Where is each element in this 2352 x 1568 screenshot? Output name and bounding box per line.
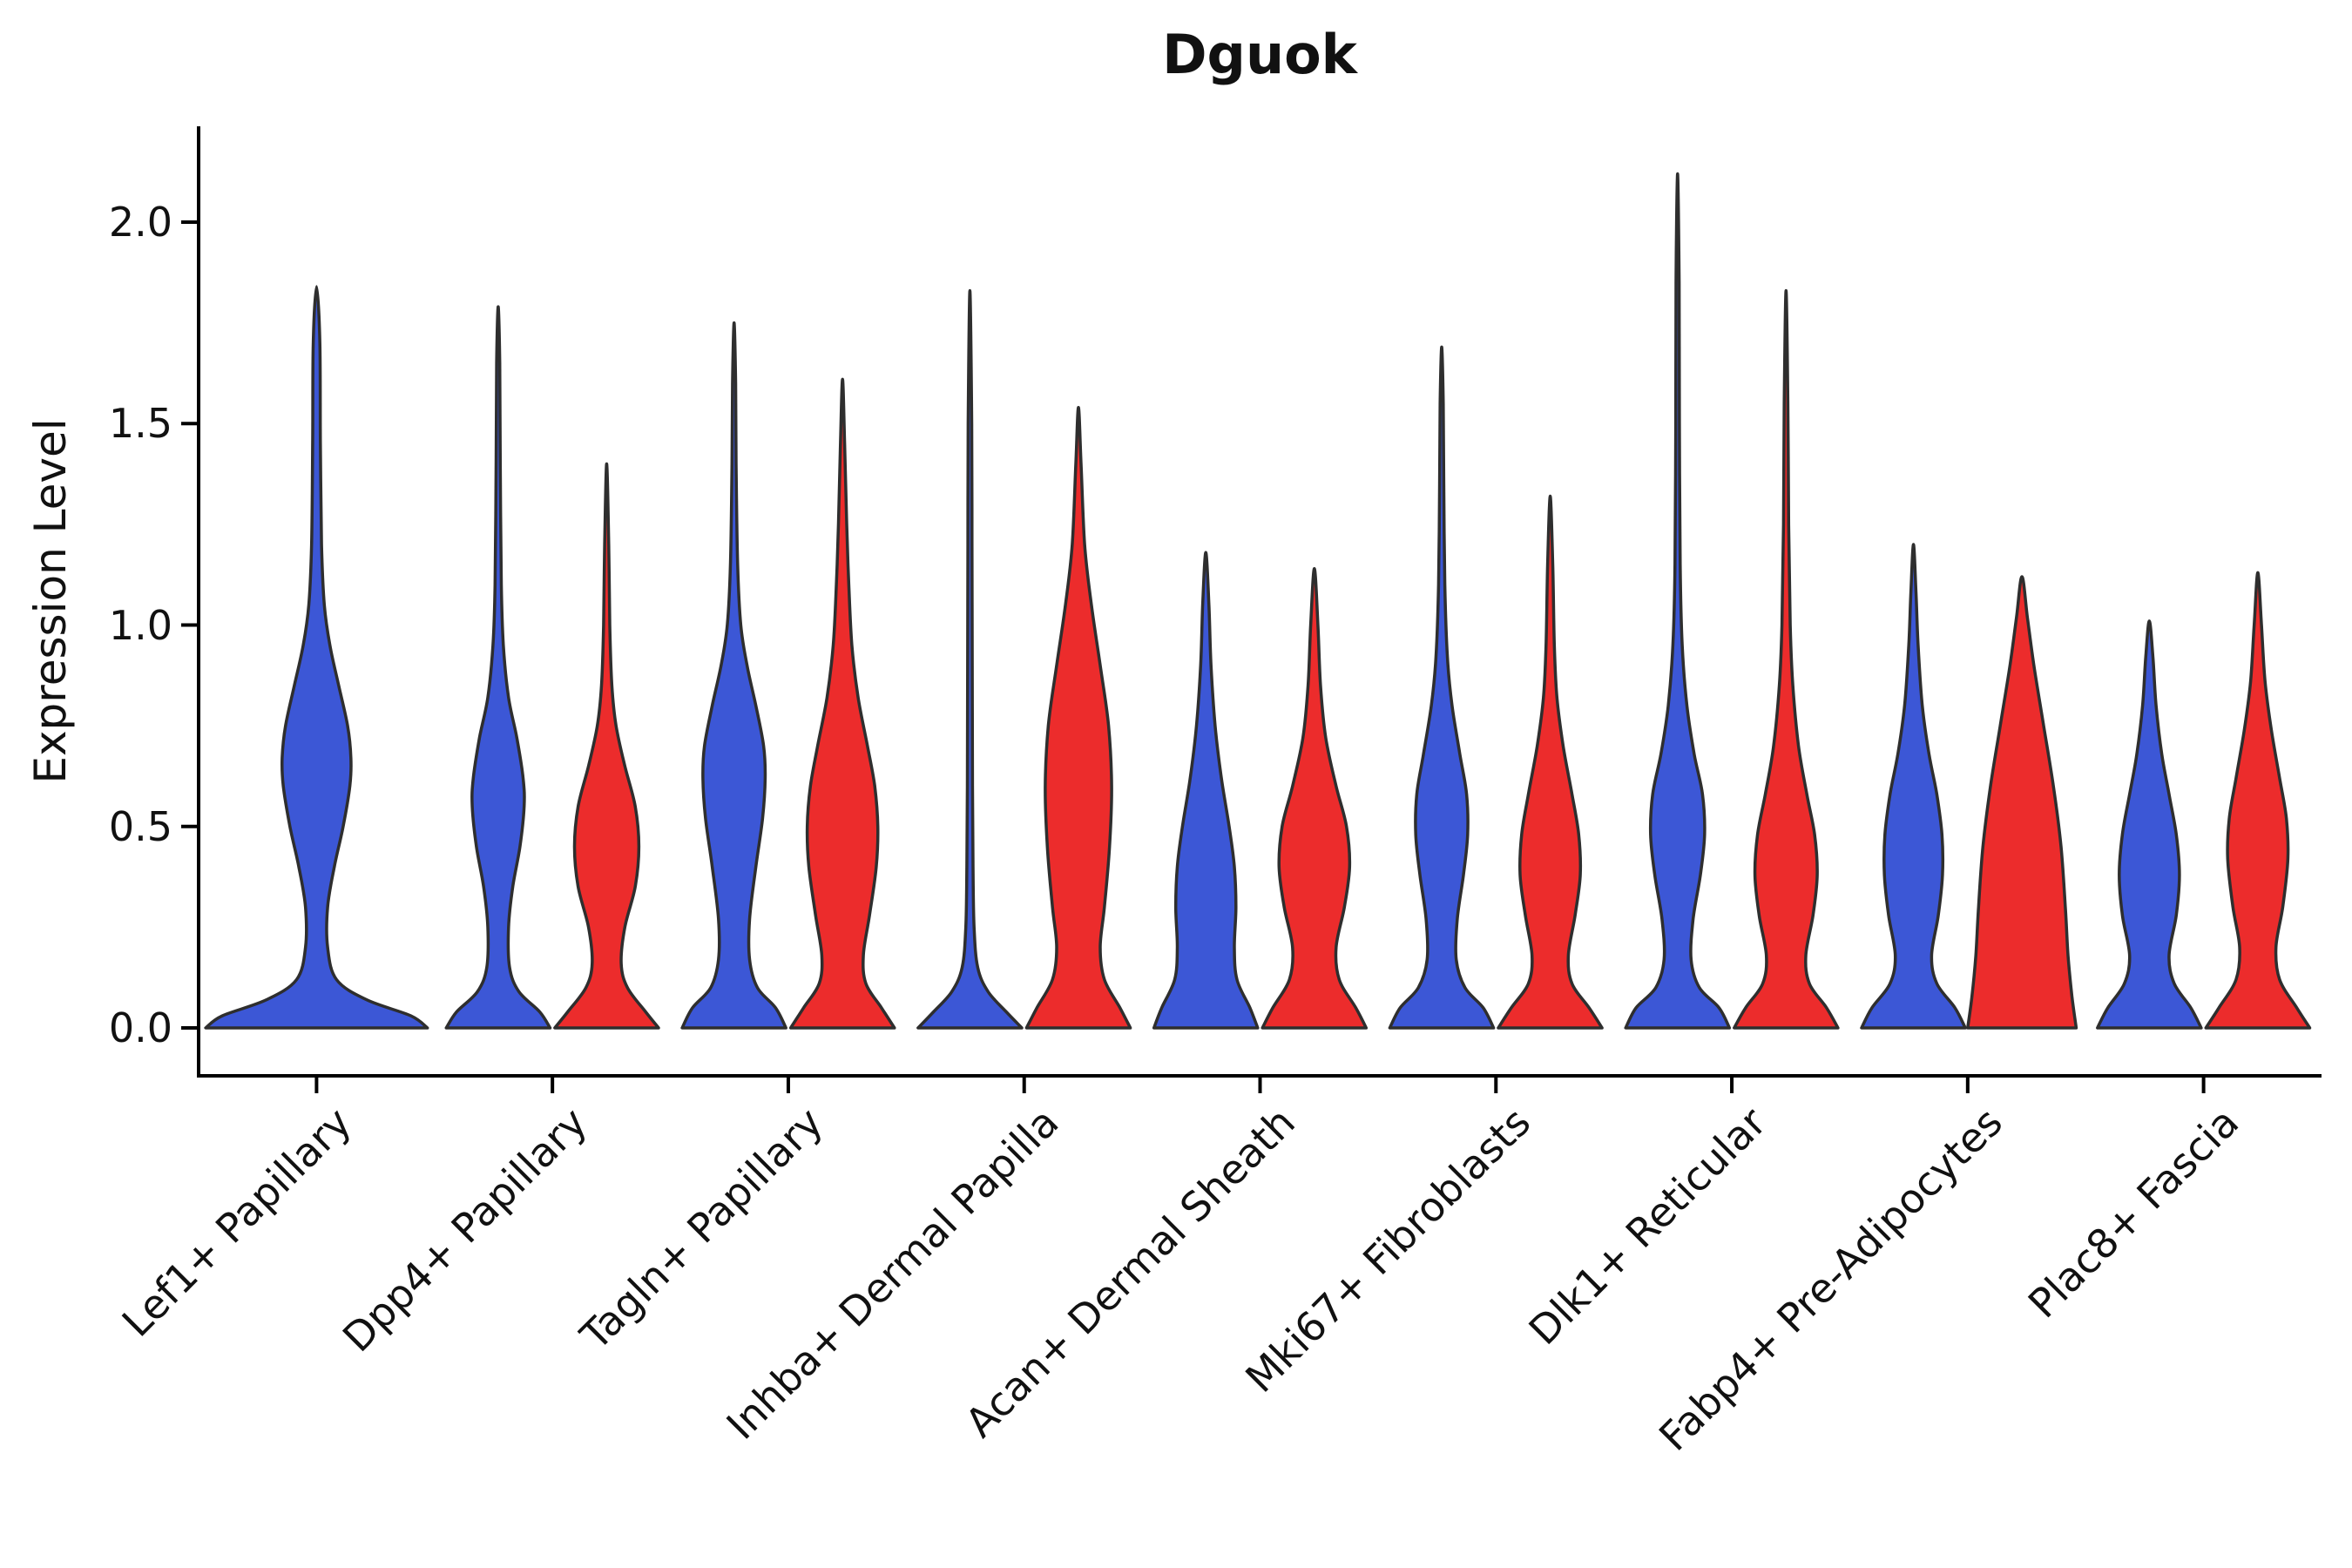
violin-blue bbox=[1624, 172, 1732, 1030]
violin-red bbox=[788, 377, 896, 1030]
violin-blue bbox=[916, 288, 1024, 1030]
violin-red bbox=[1966, 575, 2078, 1030]
violin-red bbox=[1733, 288, 1840, 1030]
violin-red bbox=[1024, 406, 1132, 1030]
violin-blue bbox=[1152, 551, 1260, 1030]
violin-red bbox=[553, 462, 660, 1030]
y-axis-label: Expression Level bbox=[25, 418, 76, 784]
violin-blue bbox=[204, 285, 429, 1030]
violin-blue bbox=[444, 305, 552, 1030]
violin-red bbox=[2204, 571, 2312, 1030]
violin-blue bbox=[1860, 543, 1967, 1030]
violin-blue bbox=[1388, 345, 1496, 1030]
violin-blue bbox=[680, 321, 787, 1030]
violin-red bbox=[1260, 567, 1369, 1030]
axis-spines bbox=[197, 126, 2322, 1078]
violin-blue bbox=[2096, 619, 2203, 1030]
chart-title: Dguok bbox=[1162, 23, 1357, 86]
violin-red bbox=[1497, 494, 1604, 1030]
